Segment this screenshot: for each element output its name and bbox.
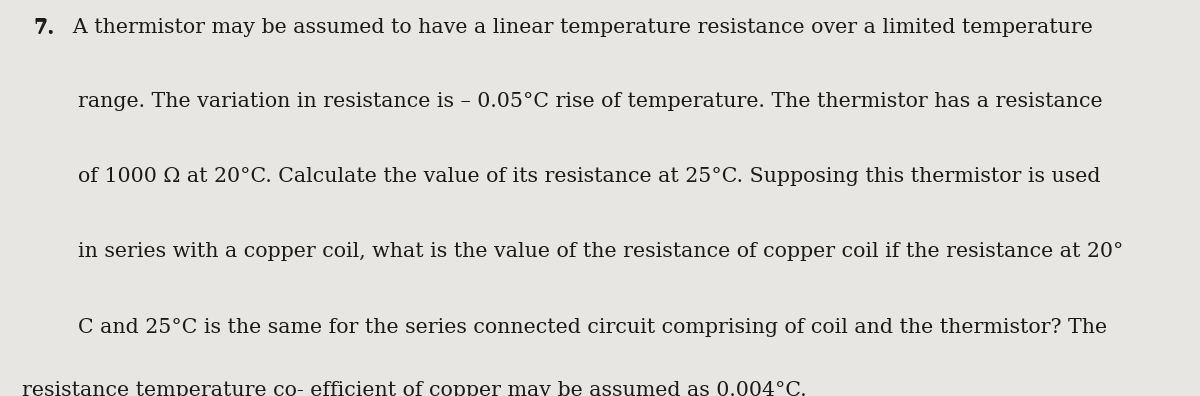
Text: range. The variation in resistance is – 0.05°C rise of temperature. The thermist: range. The variation in resistance is – … — [78, 92, 1103, 111]
Text: of 1000 Ω at 20°C. Calculate the value of its resistance at 25°C. Supposing this: of 1000 Ω at 20°C. Calculate the value o… — [78, 167, 1100, 186]
Text: resistance temperature co- efficient of copper may be assumed as 0.004°C.: resistance temperature co- efficient of … — [22, 381, 806, 396]
Text: 7.: 7. — [34, 18, 55, 38]
Text: in series with a copper coil, what is the value of the resistance of copper coil: in series with a copper coil, what is th… — [78, 242, 1123, 261]
Text: C and 25°C is the same for the series connected circuit comprising of coil and t: C and 25°C is the same for the series co… — [78, 318, 1108, 337]
Text: 7.   A thermistor may be assumed to have a linear temperature resistance over a : 7. A thermistor may be assumed to have a… — [34, 18, 1092, 37]
